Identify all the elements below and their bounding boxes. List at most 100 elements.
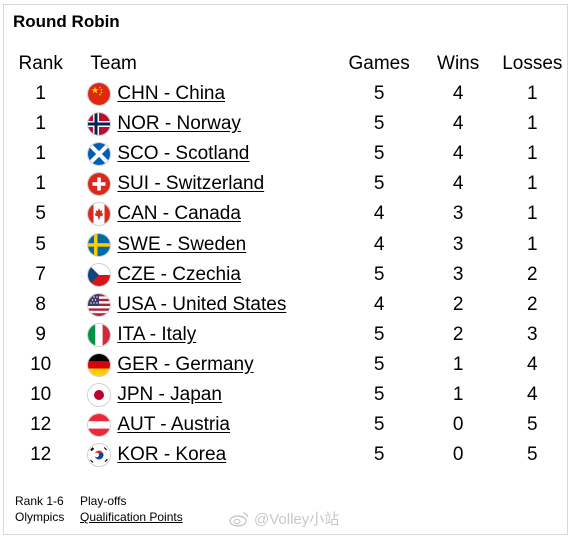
germany-flag-icon <box>88 353 111 376</box>
standings-table: Rank Team Games Wins Losses 1 CHN - Chin… <box>10 49 572 470</box>
losses-cell: 4 <box>527 353 538 375</box>
legend-rank-range: Rank 1-6 <box>15 494 64 508</box>
wins-cell: 2 <box>452 293 464 315</box>
wins-cell: 3 <box>452 263 464 285</box>
games-cell: 5 <box>373 323 385 345</box>
games-cell: 4 <box>373 203 385 225</box>
table-row: 1 CHN - China 5 4 1 <box>10 79 572 109</box>
usa-flag-icon <box>88 293 111 316</box>
games-cell: 5 <box>373 444 385 466</box>
wins-cell: 4 <box>452 143 464 165</box>
austria-flag-icon <box>88 414 111 437</box>
rank-cell: 1 <box>35 143 46 165</box>
losses-cell: 5 <box>527 414 538 436</box>
wins-cell: 2 <box>452 323 464 345</box>
team-link[interactable]: KOR - Korea <box>117 444 227 466</box>
header-row: Rank Team Games Wins Losses <box>10 49 572 79</box>
rank-cell: 10 <box>30 353 52 375</box>
losses-cell: 2 <box>527 263 538 285</box>
games-cell: 5 <box>373 353 385 375</box>
rank-cell: 8 <box>35 293 46 315</box>
rank-cell: 7 <box>35 263 46 285</box>
team-link[interactable]: JPN - Japan <box>117 383 222 405</box>
wins-cell: 3 <box>452 233 464 255</box>
losses-cell: 2 <box>527 293 538 315</box>
wins-cell: 4 <box>452 113 464 135</box>
games-cell: 5 <box>373 83 385 105</box>
games-cell: 5 <box>373 414 385 436</box>
table-row: 12 AUT - Austria 5 0 5 <box>10 410 572 440</box>
rank-cell: 9 <box>35 323 46 345</box>
column-header-games: Games <box>348 53 410 74</box>
losses-cell: 3 <box>527 323 538 345</box>
scotland-flag-icon <box>88 143 111 166</box>
losses-cell: 1 <box>527 233 538 255</box>
wins-cell: 4 <box>452 83 464 105</box>
team-link[interactable]: CHN - China <box>117 83 226 105</box>
rank-cell: 5 <box>35 203 46 225</box>
losses-cell: 1 <box>527 113 538 135</box>
korea-flag-icon <box>88 444 111 467</box>
team-link[interactable]: CZE - Czechia <box>117 263 241 285</box>
wins-cell: 1 <box>452 383 464 405</box>
standings-panel <box>3 4 568 535</box>
losses-cell: 1 <box>527 203 538 225</box>
table-row: 1 NOR - Norway 5 4 1 <box>10 109 572 139</box>
wins-cell: 0 <box>452 414 464 436</box>
czechia-flag-icon <box>88 263 111 286</box>
weibo-icon <box>229 511 249 527</box>
legend-playoffs: Play-offs <box>80 494 127 508</box>
sweden-flag-icon <box>88 233 111 256</box>
team-link[interactable]: AUT - Austria <box>117 414 231 436</box>
team-link[interactable]: ITA - Italy <box>117 323 197 345</box>
table-row: 5 SWE - Sweden 4 3 1 <box>10 229 572 259</box>
table-row: 7 CZE - Czechia 5 3 2 <box>10 260 572 290</box>
column-header-wins: Wins <box>437 53 480 74</box>
team-link[interactable]: USA - United States <box>117 293 287 315</box>
rank-cell: 1 <box>35 83 46 105</box>
team-link[interactable]: SUI - Switzerland <box>117 173 265 195</box>
qualification-points-link[interactable]: Qualification Points <box>80 510 183 524</box>
team-link[interactable]: NOR - Norway <box>117 113 241 135</box>
wins-cell: 3 <box>452 203 464 225</box>
rank-cell: 5 <box>35 233 46 255</box>
rank-cell: 1 <box>35 173 46 195</box>
rank-cell: 1 <box>35 113 46 135</box>
games-cell: 4 <box>373 293 385 315</box>
page-title: Round Robin <box>13 12 120 31</box>
italy-flag-icon <box>88 323 111 346</box>
team-link[interactable]: GER - Germany <box>117 353 254 375</box>
norway-flag-icon <box>88 113 111 136</box>
games-cell: 4 <box>373 233 385 255</box>
games-cell: 5 <box>373 263 385 285</box>
games-cell: 5 <box>373 173 385 195</box>
watermark: @Volley小站 <box>229 508 339 529</box>
table-row: 1 SUI - Switzerland 5 4 1 <box>10 169 572 199</box>
games-cell: 5 <box>373 383 385 405</box>
rank-cell: 12 <box>30 414 52 436</box>
canada-flag-icon <box>88 203 111 226</box>
team-link[interactable]: SWE - Sweden <box>117 233 247 255</box>
legend-olympics: Olympics <box>15 510 65 524</box>
column-header-rank: Rank <box>18 53 63 74</box>
team-link[interactable]: SCO - Scotland <box>117 143 250 165</box>
team-link[interactable]: CAN - Canada <box>117 203 241 225</box>
legend: Rank 1-6 Play-offs Olympics Qualificatio… <box>15 493 183 525</box>
table-row: 10 GER - Germany 5 1 4 <box>10 350 572 380</box>
table-row: 5 CAN - Canada 4 3 1 <box>10 199 572 229</box>
china-flag-icon <box>88 83 111 106</box>
losses-cell: 5 <box>527 444 538 466</box>
losses-cell: 4 <box>527 383 538 405</box>
table-row: 1 SCO - Scotland 5 4 1 <box>10 139 572 169</box>
rank-cell: 12 <box>30 444 52 466</box>
table-row: 12 KOR - Korea 5 0 5 <box>10 440 572 470</box>
rank-cell: 10 <box>30 383 52 405</box>
table-row: 10 JPN - Japan 5 1 4 <box>10 380 572 410</box>
losses-cell: 1 <box>527 173 538 195</box>
games-cell: 5 <box>373 143 385 165</box>
watermark-text: @Volley小站 <box>254 511 340 528</box>
losses-cell: 1 <box>527 143 538 165</box>
japan-flag-icon <box>88 383 111 406</box>
wins-cell: 0 <box>452 444 464 466</box>
column-header-team: Team <box>90 53 137 74</box>
